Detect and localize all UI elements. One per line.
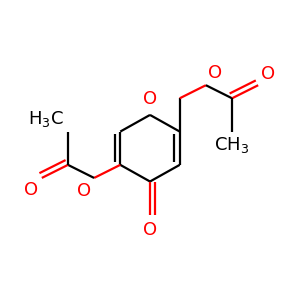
- Text: O: O: [208, 64, 222, 82]
- Text: H$_3$C: H$_3$C: [28, 109, 64, 129]
- Text: CH$_3$: CH$_3$: [214, 134, 250, 154]
- Text: O: O: [143, 90, 157, 108]
- Text: O: O: [77, 182, 91, 200]
- Text: O: O: [24, 181, 38, 199]
- Text: O: O: [143, 221, 157, 239]
- Text: O: O: [261, 65, 275, 83]
